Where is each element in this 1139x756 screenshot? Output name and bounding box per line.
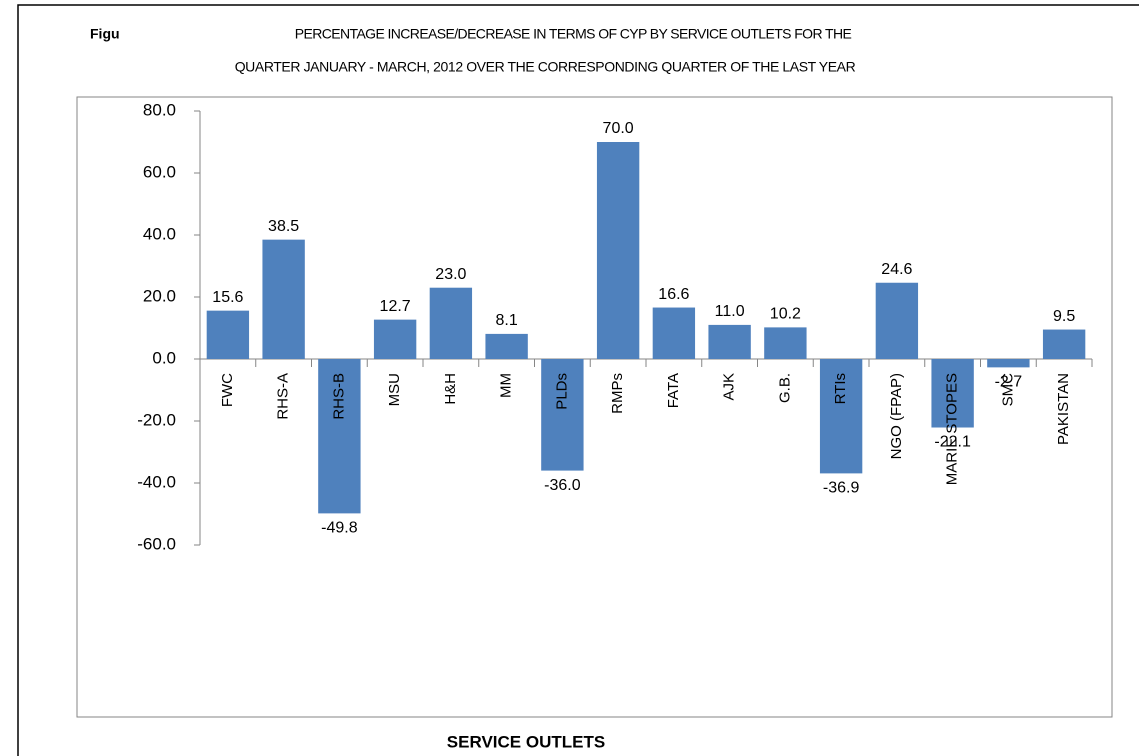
- x-tick-label: FATA: [665, 373, 682, 408]
- bar: [875, 282, 919, 359]
- data-label: 24.6: [881, 261, 912, 278]
- y-tick-label: -60.0: [137, 534, 176, 553]
- data-label: 16.6: [658, 286, 689, 303]
- plot-frame: [76, 96, 1113, 718]
- x-tick-label: FWC: [219, 373, 236, 407]
- data-label: 38.5: [268, 218, 299, 235]
- bar: [318, 359, 361, 514]
- bar: [708, 324, 751, 359]
- x-tick-label: H&H: [442, 373, 459, 405]
- bar: [819, 359, 863, 474]
- data-label: 10.2: [770, 306, 801, 323]
- y-tick-label: 0.0: [152, 348, 176, 367]
- bar: [652, 307, 696, 359]
- data-label: 70.0: [603, 120, 634, 137]
- x-tick-label: SMC: [999, 373, 1016, 407]
- y-tick-label: 60.0: [143, 162, 176, 181]
- data-label: 9.5: [1053, 308, 1075, 325]
- bar: [373, 319, 417, 359]
- data-label: 23.0: [435, 266, 466, 283]
- x-tick-label: RTIs: [832, 373, 849, 404]
- x-tick-label: MSU: [386, 373, 403, 406]
- bar: [764, 327, 807, 359]
- x-tick-label: AJK: [721, 373, 738, 401]
- bar: [1042, 329, 1086, 359]
- bar: [596, 142, 640, 359]
- data-label: -36.0: [544, 477, 581, 494]
- data-label: 8.1: [496, 312, 518, 329]
- y-tick-label: -40.0: [137, 472, 176, 491]
- data-label: -36.9: [823, 480, 860, 497]
- data-label: 11.0: [715, 303, 745, 320]
- bar: [485, 333, 528, 359]
- x-tick-label: RMPs: [609, 373, 626, 414]
- chart-title: QUARTER JANUARY - MARCH, 2012 OVER THE C…: [235, 59, 856, 75]
- x-tick-label: PAKISTAN: [1055, 373, 1072, 445]
- figure-label: Figu: [90, 26, 120, 42]
- data-label: -22.1: [934, 434, 971, 451]
- data-label: 15.6: [212, 289, 243, 306]
- bar: [262, 239, 305, 359]
- x-tick-label: G.B.: [776, 373, 793, 403]
- chart-title: PERCENTAGE INCREASE/DECREASE IN TERMS OF…: [295, 26, 852, 42]
- bar: [541, 359, 584, 471]
- bar: [429, 287, 473, 359]
- bar: [931, 359, 974, 428]
- y-tick-label: 80.0: [143, 100, 176, 119]
- x-axis-label: SERVICE OUTLETS: [447, 732, 605, 751]
- x-tick-label: RHS-B: [330, 373, 347, 420]
- x-tick-label: RHS-A: [275, 373, 292, 420]
- outer-frame: [17, 4, 1139, 756]
- bar: [987, 359, 1030, 368]
- data-label: 12.7: [380, 298, 411, 315]
- x-tick-label: PLDs: [553, 373, 570, 410]
- data-label: -2.7: [995, 374, 1023, 391]
- x-tick-label: NGO (FPAP): [888, 373, 905, 459]
- bar: [206, 310, 250, 359]
- x-tick-label: MARIE STOPES: [944, 373, 961, 485]
- x-tick-label: MM: [498, 373, 515, 398]
- y-tick-label: -20.0: [137, 410, 176, 429]
- y-tick-label: 40.0: [143, 224, 176, 243]
- data-label: -49.8: [321, 520, 358, 537]
- y-tick-label: 20.0: [143, 286, 176, 305]
